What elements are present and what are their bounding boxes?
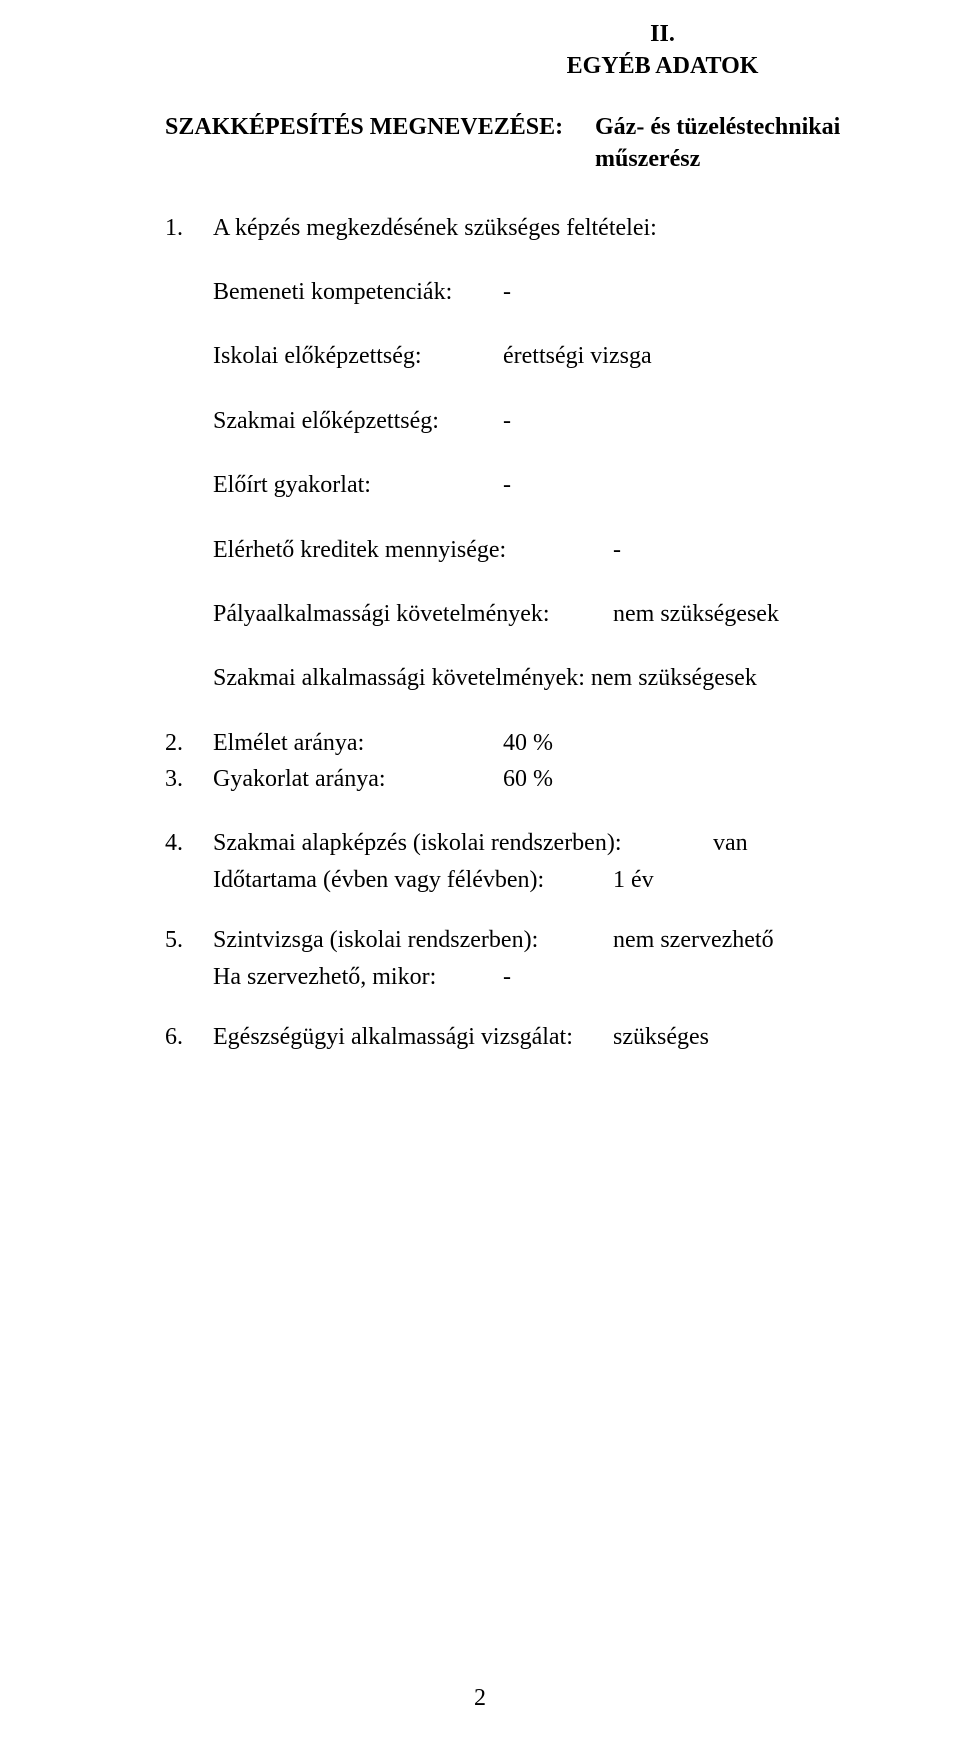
kv-key: Szakmai alapképzés (iskolai rendszerben)… [213, 827, 713, 859]
item-number: 5. [165, 924, 213, 993]
kv-value: - [503, 405, 511, 437]
list-item: 4. Szakmai alapképzés (iskolai rendszerb… [165, 827, 900, 896]
kv-row: Egészségügyi alkalmassági vizsgálat: szü… [213, 1021, 900, 1053]
item-body: Egészségügyi alkalmassági vizsgálat: szü… [213, 1021, 900, 1053]
list-item: 6. Egészségügyi alkalmassági vizsgálat: … [165, 1021, 900, 1053]
page-number: 2 [0, 1682, 960, 1714]
list-item: 2. Elmélet aránya: 40 % [165, 727, 900, 763]
list-item: 5. Szintvizsga (iskolai rendszerben): ne… [165, 924, 900, 993]
kv-row: Elérhető kreditek mennyisége: - [213, 534, 900, 566]
kv-value: érettségi vizsga [503, 340, 652, 372]
section-title: EGYÉB ADATOK [425, 50, 900, 82]
kv-key: Egészségügyi alkalmassági vizsgálat: [213, 1021, 613, 1053]
kv-key: Pályaalkalmassági követelmények: [213, 598, 613, 630]
document-page: II. EGYÉB ADATOK SZAKKÉPESÍTÉS MEGNEVEZÉ… [0, 0, 960, 1746]
ratio-block: 2. Elmélet aránya: 40 % 3. Gyakorlat ará… [165, 727, 900, 800]
kv-key: Szakmai előképzettség: [213, 405, 503, 437]
kv-row: Ha szervezhető, mikor: - [213, 961, 900, 993]
item-body: Elmélet aránya: 40 % [213, 727, 900, 763]
kv-row: Pályaalkalmassági követelmények: nem szü… [213, 598, 900, 630]
kv-value: - [613, 534, 621, 566]
list-item: 1. A képzés megkezdésének szükséges felt… [165, 212, 900, 727]
kv-key: Elmélet aránya: [213, 727, 503, 759]
kv-key: Szintvizsga (iskolai rendszerben): [213, 924, 613, 956]
item-number: 6. [165, 1021, 213, 1053]
kv-row: Szintvizsga (iskolai rendszerben): nem s… [213, 924, 900, 956]
item-body: Gyakorlat aránya: 60 % [213, 763, 900, 799]
kv-value: - [503, 961, 511, 993]
kv-row: Bemeneti kompetenciák: - [213, 276, 900, 308]
kv-key: Bemeneti kompetenciák: [213, 276, 503, 308]
kv-key: Iskolai előképzettség: [213, 340, 503, 372]
szakmai-alk-line: Szakmai alkalmassági követelmények: nem … [213, 662, 900, 694]
kv-value: - [503, 469, 511, 501]
item-body: A képzés megkezdésének szükséges feltéte… [213, 212, 900, 727]
kv-value: 60 % [503, 763, 553, 795]
kv-value: nem szükségesek [613, 598, 779, 630]
kv-value: nem szervezhető [613, 924, 774, 956]
item-number: 3. [165, 763, 213, 799]
item-number: 1. [165, 212, 213, 727]
numbered-list: 1. A képzés megkezdésének szükséges felt… [165, 212, 900, 1054]
qualification-row: SZAKKÉPESÍTÉS MEGNEVEZÉSE: Gáz- és tüzel… [165, 111, 900, 176]
kv-row: Szakmai alapképzés (iskolai rendszerben)… [213, 827, 900, 859]
list-item: 3. Gyakorlat aránya: 60 % [165, 763, 900, 799]
qualification-label: SZAKKÉPESÍTÉS MEGNEVEZÉSE: [165, 111, 595, 176]
kv-value: 1 év [613, 864, 654, 896]
section-roman: II. [425, 18, 900, 50]
item-number: 2. [165, 727, 213, 763]
kv-value: - [503, 276, 511, 308]
kv-value: szükséges [613, 1021, 709, 1053]
kv-key: Gyakorlat aránya: [213, 763, 503, 795]
kv-key: Ha szervezhető, mikor: [213, 961, 503, 993]
qualification-value: Gáz- és tüzeléstechnikai műszerész [595, 111, 900, 176]
start-conditions-label: A képzés megkezdésének szükséges feltéte… [213, 212, 900, 244]
kv-value: van [713, 827, 748, 859]
kv-key: Időtartama (évben vagy félévben): [213, 864, 613, 896]
kv-row: Időtartama (évben vagy félévben): 1 év [213, 864, 900, 896]
kv-row: Elmélet aránya: 40 % [213, 727, 900, 759]
kv-row: Szakmai előképzettség: - [213, 405, 900, 437]
kv-key: Előírt gyakorlat: [213, 469, 503, 501]
kv-row: Gyakorlat aránya: 60 % [213, 763, 900, 795]
kv-key: Elérhető kreditek mennyisége: [213, 534, 613, 566]
item-number: 4. [165, 827, 213, 896]
section-header: II. EGYÉB ADATOK [425, 18, 900, 83]
kv-row: Előírt gyakorlat: - [213, 469, 900, 501]
kv-row: Iskolai előképzettség: érettségi vizsga [213, 340, 900, 372]
kv-value: 40 % [503, 727, 553, 759]
item-body: Szakmai alapképzés (iskolai rendszerben)… [213, 827, 900, 896]
item-body: Szintvizsga (iskolai rendszerben): nem s… [213, 924, 900, 993]
